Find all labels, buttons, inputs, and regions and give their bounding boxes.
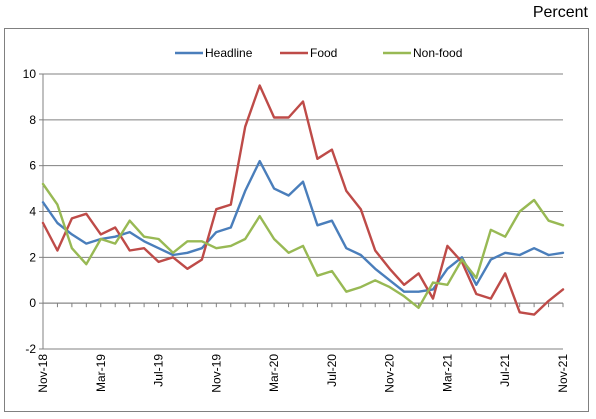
legend-label-headline: Headline <box>205 46 253 60</box>
chart-area: -2 0 2 4 6 8 10 Nov-18 Mar-19 Jul-19 Nov-19 Mar-20 J… <box>4 28 589 412</box>
axes: -2 0 2 4 6 8 10 Nov-18 Mar-19 Jul-19 Nov-19 Mar-20 J… <box>23 67 570 393</box>
series-lines <box>41 84 565 316</box>
x-tick-label: Mar-19 <box>94 354 108 392</box>
y-tick-label: 4 <box>29 205 36 219</box>
gridlines <box>43 73 563 350</box>
x-tick-label: Jul-19 <box>152 354 166 387</box>
series-line-non-food <box>41 182 565 309</box>
line-chart: -2 0 2 4 6 8 10 Nov-18 Mar-19 Jul-19 Nov-19 Mar-20 J… <box>23 46 570 393</box>
series-line-headline <box>41 159 565 293</box>
x-tick-label: Mar-21 <box>440 354 454 392</box>
legend-label-food: Food <box>310 46 337 60</box>
y-tick-label: -2 <box>25 342 36 356</box>
y-tick-label: 6 <box>29 159 36 173</box>
unit-label: Percent <box>532 4 588 21</box>
y-tick-label: 2 <box>29 250 36 264</box>
y-tick-label: 0 <box>29 296 36 310</box>
x-tick-label: Nov-18 <box>36 354 50 393</box>
x-tick-label: Nov-19 <box>209 354 223 393</box>
x-tick-label: Mar-20 <box>267 354 281 392</box>
x-tick-label: Jul-20 <box>325 354 339 387</box>
y-tick-label: 8 <box>29 113 36 127</box>
series-line-food <box>41 84 565 316</box>
x-tick-label: Jul-21 <box>498 354 512 387</box>
x-tick-label: Nov-20 <box>383 354 397 393</box>
legend: Headline Food Non-food <box>175 46 462 60</box>
legend-label-non-food: Non-food <box>413 46 462 60</box>
y-tick-label: 10 <box>23 67 37 81</box>
x-tick-label: Nov-21 <box>556 354 570 393</box>
